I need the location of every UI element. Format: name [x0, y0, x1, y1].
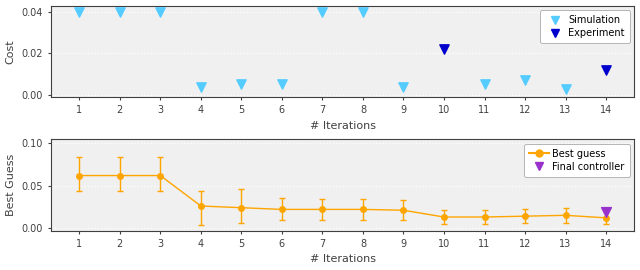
X-axis label: # Iterations: # Iterations: [310, 254, 376, 264]
Point: [276, 82, 287, 87]
Point: [561, 86, 571, 91]
Point: [479, 82, 490, 87]
Point: [398, 85, 408, 89]
Point: [439, 47, 449, 51]
Point: [601, 68, 611, 72]
Legend: Best guess, Final controller: Best guess, Final controller: [524, 144, 630, 177]
Point: [196, 85, 206, 89]
Legend: Simulation, Experiment: Simulation, Experiment: [540, 11, 630, 43]
Point: [156, 10, 166, 14]
X-axis label: # Iterations: # Iterations: [310, 121, 376, 131]
Point: [236, 82, 246, 87]
Point: [74, 10, 84, 14]
Point: [601, 210, 611, 214]
Point: [115, 10, 125, 14]
Y-axis label: Best Guess: Best Guess: [6, 154, 15, 216]
Point: [520, 78, 530, 83]
Point: [317, 10, 328, 14]
Y-axis label: Cost: Cost: [6, 39, 15, 63]
Point: [358, 10, 368, 14]
